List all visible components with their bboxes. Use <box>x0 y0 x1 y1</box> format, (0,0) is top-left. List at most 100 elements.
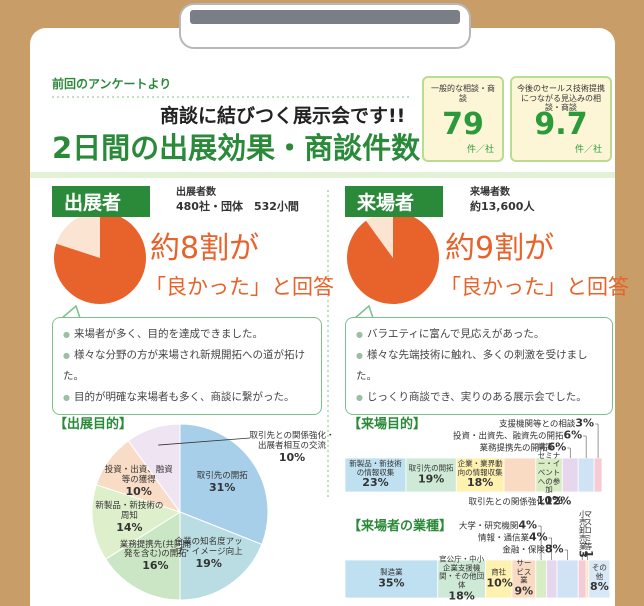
count-label: 出展者数 <box>176 187 216 199</box>
count: 約13,600人 <box>470 201 534 214</box>
segment-label: マスコミ等1 <box>581 510 594 558</box>
section-tag: 来場者 <box>345 186 443 217</box>
chart-title: 【来場目的】 <box>348 418 426 433</box>
segment-label: 金融・保険8% <box>502 544 563 557</box>
headline: 約9割が <box>445 232 554 267</box>
comment: 目的が明確な来場者も多く、商談に繋がった。 <box>63 387 311 408</box>
comment: 来場者が多く、目的を達成できました。 <box>63 324 311 345</box>
category: 金融・保険 <box>502 546 545 556</box>
source: 前回のアンケートより <box>52 78 171 92</box>
comment: バラエティに富んで見応えがあった。 <box>356 324 602 345</box>
value-label: 18% <box>439 590 485 603</box>
segment-label: 大学・研究機関4% <box>459 520 537 533</box>
bar-segment <box>546 560 557 598</box>
page: 前回のアンケートより 商談に結びつく展示会です!! 2日間の出展効果・商談件数 … <box>0 0 644 606</box>
count: 480社・団体 532小間 <box>176 201 299 214</box>
category: 企業・業界動向の情報収集 <box>457 460 503 477</box>
comment-box: 来場者が多く、目的を達成できました。様々な分野の方が来場され新規開拓への道が拓け… <box>52 317 322 415</box>
category: その他 <box>589 564 609 581</box>
category: サービス業 <box>513 560 535 586</box>
category: 情報・通信業 <box>478 534 529 544</box>
pie-wedge <box>347 212 439 304</box>
category: 投資・出資、融資等の獲得 <box>103 466 175 486</box>
comment: 様々な先端技術に触れ、多くの刺激を受けました。 <box>356 345 602 387</box>
value-label: 19% <box>407 473 455 486</box>
category: 取引先との関係強化 <box>469 498 545 508</box>
bar-segment <box>562 458 578 492</box>
segment-label: 情報・通信業4% <box>478 532 548 545</box>
value-label: 8% <box>545 543 564 556</box>
comment: 様々な分野の方が来場され新規開拓への道が拓けた。 <box>63 345 311 387</box>
bar-segment <box>594 458 602 492</box>
value-label: 16% <box>119 560 191 573</box>
chart-title: 【来場者の業種】 <box>348 520 452 535</box>
stat-label: 一般的な相談・商談 <box>424 78 502 108</box>
headline: 約8割が <box>150 232 259 267</box>
subtitle: 商談に結びつく展示会です!! <box>160 106 405 128</box>
value-label: 35% <box>346 577 437 590</box>
value-label: 1 <box>582 550 595 558</box>
value-label: 23% <box>346 477 405 490</box>
value-label: 14% <box>93 522 165 535</box>
segment-label: 官公庁・中小企業支援機関・その他団体18% <box>439 555 485 602</box>
comment-box: バラエティに富んで見応えがあった。様々な先端技術に触れ、多くの刺激を受けました。… <box>345 317 613 415</box>
stat-value: 79 <box>424 108 502 142</box>
value-label: 10% <box>103 485 175 498</box>
bar-segment <box>557 560 578 598</box>
title: 2日間の出展効果・商談件数 <box>52 132 420 165</box>
clip-bar <box>190 10 460 24</box>
value-label: 6% <box>548 441 567 454</box>
chart-title: 【出展目的】 <box>54 418 132 433</box>
category: 新製品・新技術の情報収集 <box>346 460 405 477</box>
segment-label: 業務提携先の開拓6% <box>480 442 567 455</box>
caption: 「良かった」と回答 <box>145 275 334 299</box>
value-label: 9% <box>513 586 535 599</box>
value-label: 10% <box>249 451 335 464</box>
segment-label: 新製品・新技術の情報収集23% <box>346 460 405 490</box>
category: 支援機関等との相談 <box>499 420 575 430</box>
category: マスコミ等 <box>584 510 593 550</box>
category: 取引先との関係強化・出展者相互の交流 <box>249 432 335 452</box>
category: 新製品・新技術の周知 <box>93 502 165 522</box>
bar-segment <box>504 458 536 492</box>
bar-segment <box>578 458 594 492</box>
caption: 「良かった」と回答 <box>440 275 629 299</box>
value-label: 31% <box>186 482 258 495</box>
section-tag: 出展者 <box>52 186 150 217</box>
count-label: 来場者数 <box>470 187 510 199</box>
value-label: 6% <box>563 429 582 442</box>
value-label: 10% <box>537 495 562 508</box>
category: 投資・出資先、融資先の開拓 <box>453 432 564 442</box>
band <box>30 172 615 178</box>
stat-box: 今後のセールス技術提携につながる見込みの相談・商談 9.7 件／社 <box>510 76 612 162</box>
stat-unit: 件／社 <box>424 142 502 155</box>
segment-label: 支援機関等との相談3% <box>499 418 594 431</box>
stat-value: 9.7 <box>512 108 610 142</box>
value-label: 8% <box>589 581 609 594</box>
category: 業務提携先(共同開発を含む)の開拓 <box>119 541 191 561</box>
stat-label: 今後のセールス技術提携につながる見込みの相談・商談 <box>512 78 610 108</box>
value-label: 18% <box>457 477 503 490</box>
bar-segment <box>536 560 547 598</box>
category: 大学・研究機関 <box>459 522 519 532</box>
stat-unit: 件／社 <box>512 142 610 155</box>
category: 業務提携先の開拓 <box>480 444 548 454</box>
stat-box: 一般的な相談・商談 79 件／社 <box>422 76 504 162</box>
bar-segment <box>578 560 586 598</box>
category: 官公庁・中小企業支援機関・その他団体 <box>439 555 485 590</box>
comment: じっくり商談でき、実りのある展示会でした。 <box>356 387 602 408</box>
value-label: 10% <box>486 577 511 590</box>
value-label: 3% <box>575 417 594 430</box>
segment-label: 投資・出資先、融資先の開拓6% <box>453 430 582 443</box>
